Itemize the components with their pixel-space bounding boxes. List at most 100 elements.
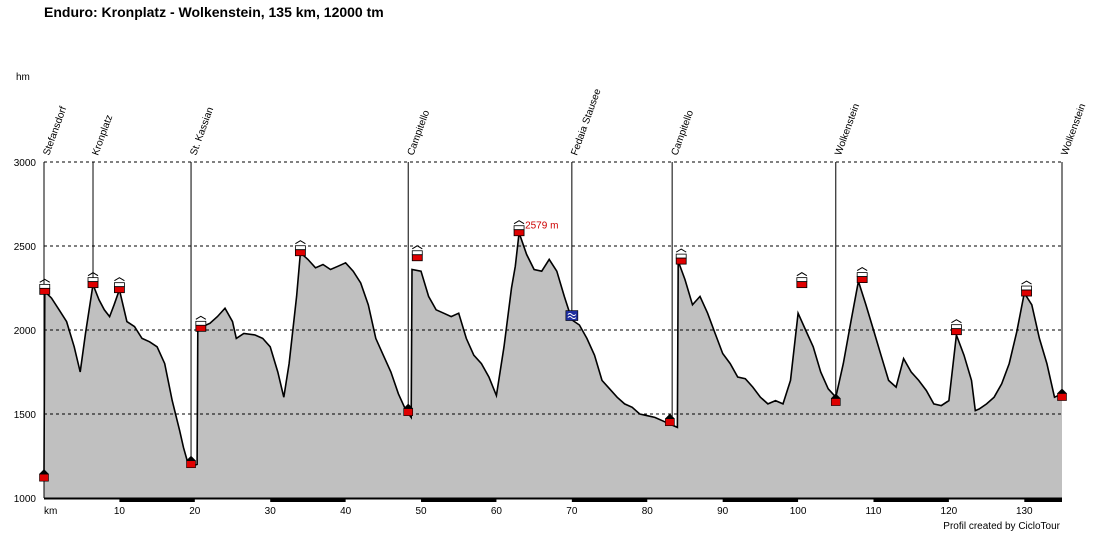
cable-car-cabin [411, 250, 423, 256]
y-axis-label: hm [16, 72, 30, 83]
cable-car-cabin [39, 283, 51, 289]
waypoint-label-4: Fedaia Stausee [569, 87, 603, 157]
waypoint-label-7: Wolkenstein [1059, 102, 1088, 157]
cable-car-cabin [796, 277, 808, 283]
x-tick-label-20: 20 [189, 506, 201, 517]
cable-car-cabin [1021, 285, 1032, 291]
town-marker-icon [186, 455, 197, 469]
y-tick-label-1000: 1000 [14, 494, 37, 505]
cable-car-cable [195, 315, 207, 320]
cable-car-cabin [951, 324, 962, 330]
cable-car-cable [796, 272, 808, 277]
cable-car-icon [39, 278, 51, 295]
cable-car-base [114, 286, 125, 294]
x-tick-label-120: 120 [941, 506, 958, 517]
cable-car-base [87, 281, 99, 289]
y-tick-label-2000: 2000 [14, 326, 37, 337]
waypoint-label-2: St. Kassian [189, 106, 217, 157]
lake-dam-box [565, 310, 579, 321]
cable-car-cable [513, 220, 525, 225]
cable-car-cable [87, 272, 99, 277]
cable-car-cable [114, 277, 125, 282]
lake-dam-icon [565, 310, 579, 321]
cable-car-cabin [856, 272, 868, 278]
credit-text: Profil created by CicloTour [943, 521, 1060, 532]
cable-car-cabin [195, 320, 207, 326]
x-tick-label-30: 30 [265, 506, 277, 517]
cable-car-cabin [114, 282, 125, 288]
profile-area [44, 232, 1062, 498]
cable-car-cable [412, 245, 423, 250]
x-axis-label: km [44, 506, 57, 517]
cable-car-icon [195, 315, 207, 332]
town-marker-icon [664, 413, 675, 427]
town-marker-roof [664, 413, 675, 419]
cable-car-cable [295, 240, 306, 245]
lake-dam-waves [567, 313, 577, 320]
cable-car-icon [856, 267, 868, 284]
cable-car-cable [1021, 280, 1032, 285]
x-tick-label-40: 40 [340, 506, 352, 517]
x-tick-label-110: 110 [866, 506, 882, 517]
x-axis-segment-30 [270, 498, 346, 502]
cable-car-cabin [513, 225, 525, 231]
chart-title: Enduro: Kronplatz - Wolkenstein, 135 km,… [44, 4, 384, 20]
cable-car-cabin [87, 277, 99, 283]
x-tick-label-90: 90 [717, 506, 729, 517]
cable-car-cabin [675, 253, 687, 259]
town-marker-roof [1057, 388, 1067, 394]
cable-car-base [1021, 289, 1032, 297]
x-tick-label-70: 70 [566, 506, 578, 517]
waypoint-label-3: Campitello [406, 108, 433, 157]
waypoint-label-5: Campitello [670, 108, 697, 157]
cable-car-icon [87, 272, 99, 289]
y-tick-label-3000: 3000 [14, 158, 37, 169]
cable-car-base [195, 324, 207, 332]
summit-label: 2579 m [525, 221, 558, 232]
x-tick-label-50: 50 [415, 506, 427, 517]
cable-car-base [513, 229, 525, 237]
x-tick-label-10: 10 [114, 506, 126, 517]
cable-car-base [39, 287, 51, 295]
town-marker-icon [403, 403, 414, 416]
cable-car-base [796, 281, 808, 289]
x-tick-label-130: 130 [1016, 506, 1033, 517]
x-tick-label-80: 80 [642, 506, 654, 517]
town-marker-icon [830, 393, 841, 406]
x-axis-segment-130 [1024, 498, 1062, 502]
cable-car-cabin [294, 245, 306, 251]
town-marker-roof [39, 469, 49, 475]
town-marker-body [665, 418, 675, 427]
town-marker-roof [830, 393, 841, 399]
x-tick-label-100: 100 [790, 506, 807, 517]
cable-car-icon [411, 245, 423, 262]
waypoint-label-1: Kronplatz [90, 114, 115, 157]
cable-car-icon [796, 272, 808, 289]
town-marker-roof [186, 455, 197, 461]
cable-car-base [951, 328, 962, 336]
town-marker-body [186, 460, 196, 469]
cable-car-cable [951, 319, 962, 324]
town-marker-body [1057, 393, 1067, 401]
x-axis-segment-70 [571, 498, 648, 502]
town-marker-body [403, 408, 414, 416]
x-axis-segment-50 [421, 498, 497, 502]
cable-car-icon [513, 220, 525, 237]
cable-car-icon [675, 248, 687, 265]
y-tick-label-2500: 2500 [14, 242, 37, 253]
x-axis-segment-90 [722, 498, 799, 502]
town-marker-roof [403, 403, 414, 409]
cable-car-cable [856, 267, 868, 272]
cable-car-icon [294, 240, 306, 257]
cable-car-base [856, 276, 868, 284]
cable-car-cable [39, 278, 51, 283]
cable-car-base [294, 249, 306, 257]
cable-car-cable [675, 248, 687, 253]
waypoint-label-6: Wolkenstein [833, 102, 862, 157]
x-axis-segment-10 [119, 498, 195, 502]
cable-car-base [675, 257, 687, 265]
x-tick-label-60: 60 [491, 506, 503, 517]
town-marker-body [830, 398, 841, 406]
cable-car-icon [114, 277, 125, 294]
